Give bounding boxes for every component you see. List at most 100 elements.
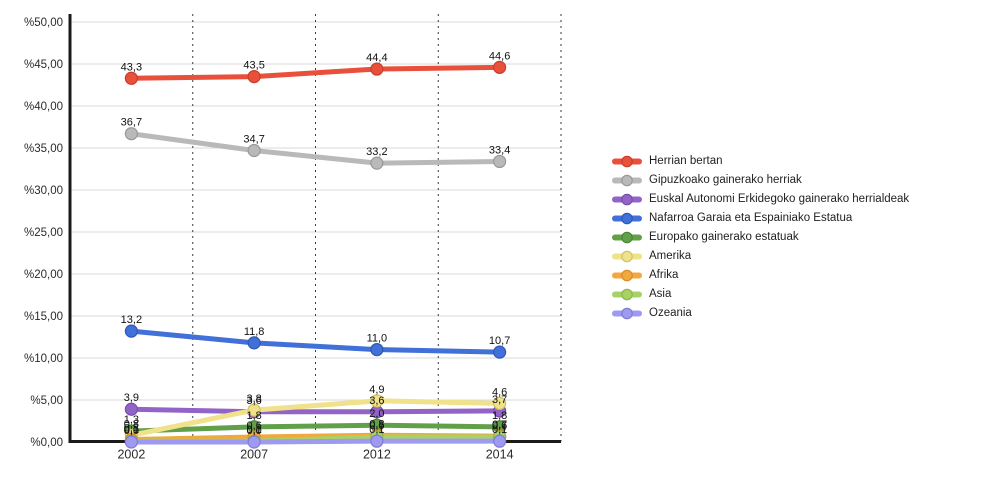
series-point-0 [370, 62, 384, 76]
value-label-4: 1,8 [246, 410, 261, 422]
legend-marker-icon [612, 307, 642, 319]
y-axis-tick-label: %5,00 [30, 395, 63, 407]
value-label-2: 3,7 [492, 394, 507, 406]
value-label-8: 0,1 [369, 424, 384, 436]
series-line-2 [128, 406, 503, 415]
series-point-0 [493, 60, 507, 74]
legend-label: Ozeania [649, 307, 692, 319]
legend-item-1[interactable]: Gipuzkoako gainerako herriak [612, 171, 909, 189]
legend-label: Asia [649, 288, 672, 300]
x-axis-tick-label: 2012 [363, 448, 391, 462]
legend-marker-icon [612, 212, 642, 224]
y-axis-tick-label: %25,00 [24, 227, 63, 239]
series-point-8 [493, 434, 507, 448]
value-label-4: 1,3 [124, 414, 139, 426]
legend-marker-icon [612, 250, 642, 262]
value-label-1: 33,4 [489, 144, 510, 156]
value-label-3: 10,7 [489, 335, 510, 347]
series-point-5 [370, 394, 384, 408]
series-line-1 [128, 131, 503, 166]
y-axis-tick-label: %30,00 [24, 185, 63, 197]
value-label-3: 11,8 [244, 326, 265, 338]
value-label-6: 0,8 [369, 418, 384, 430]
legend-label: Amerika [649, 250, 692, 262]
x-axis-tick-label: 2007 [240, 448, 268, 462]
series-point-1 [370, 156, 384, 170]
value-label-7: 0,1 [246, 424, 261, 436]
series-point-2 [124, 402, 138, 416]
value-label-0: 43,5 [243, 60, 264, 72]
y-axis-tick-label: %35,00 [24, 143, 63, 155]
y-axis-tick-label: %45,00 [24, 59, 63, 71]
x-axis-tick-label: 2002 [117, 448, 145, 462]
legend-item-3[interactable]: Nafarroa Garaia eta Espainiako Estatua [612, 209, 909, 227]
legend-marker-icon [612, 155, 642, 167]
value-label-6: 0,6 [246, 420, 261, 432]
legend-label: Euskal Autonomi Erkidegoko gainerako her… [649, 193, 910, 205]
value-label-1: 34,7 [243, 134, 264, 146]
series-line-4 [128, 422, 503, 434]
value-label-2: 3,6 [246, 395, 261, 407]
value-label-7: 0,6 [492, 420, 507, 432]
series-point-1 [124, 127, 138, 141]
series-point-8 [247, 435, 261, 449]
series-point-1 [493, 154, 507, 169]
legend-item-4[interactable]: Europako gainerako estatuak [612, 228, 909, 246]
value-label-0: 43,3 [121, 61, 142, 73]
value-label-3: 13,2 [121, 314, 142, 326]
value-label-4: 1,8 [492, 410, 507, 422]
series-line-0 [128, 64, 503, 81]
legend-item-7[interactable]: Asia [612, 285, 909, 303]
value-label-1: 33,2 [366, 146, 387, 158]
value-label-4: 2,0 [369, 408, 384, 420]
y-axis-tick-label: %10,00 [24, 353, 63, 365]
series-line-8 [128, 438, 503, 445]
legend-label: Nafarroa Garaia eta Espainiako Estatua [649, 212, 853, 224]
legend-item-8[interactable]: Ozeania [612, 304, 909, 322]
value-label-7: 0,1 [124, 424, 139, 436]
series-point-3 [493, 345, 507, 359]
series-point-5 [493, 396, 507, 410]
legend-marker-icon [612, 231, 642, 243]
legend-marker-icon [612, 269, 642, 281]
legend-label: Gipuzkoako gainerako herriak [649, 174, 802, 186]
value-label-7: 0,6 [369, 420, 384, 432]
value-label-5: 4,6 [492, 386, 507, 398]
value-label-8: 0,1 [492, 424, 507, 436]
value-label-5: 4,9 [369, 384, 384, 396]
legend-label: Afrika [649, 269, 679, 281]
legend-label: Europako gainerako estatuak [649, 231, 799, 243]
series-point-1 [247, 143, 261, 158]
series-point-8 [124, 435, 138, 449]
series-point-3 [124, 324, 138, 338]
value-label-2: 3,9 [124, 392, 139, 404]
series-point-8 [370, 434, 384, 448]
series-point-3 [247, 336, 261, 350]
series-line-5 [128, 398, 503, 438]
series-point-5 [247, 403, 261, 417]
legend: Herrian bertan Gipuzkoako gainerako herri… [612, 152, 909, 322]
value-label-8: 0,0 [124, 425, 139, 437]
legend-item-5[interactable]: Amerika [612, 247, 909, 265]
y-axis-tick-label: %15,00 [24, 311, 63, 323]
line-chart: %0,00 %5,00 %10,00 %15,00 %20,00 %25,00 %30,00… [24, 14, 562, 462]
legend-item-6[interactable]: Afrika [612, 266, 909, 284]
value-label-6: 0,3 [124, 422, 139, 434]
value-label-5: 0,8 [124, 418, 139, 430]
value-label-8: 0,0 [246, 425, 261, 437]
value-label-2: 3,6 [369, 395, 384, 407]
value-label-1: 36,7 [121, 117, 142, 129]
y-axis-tick-label: %40,00 [24, 101, 63, 113]
y-axis-tick-label: %20,00 [24, 269, 63, 281]
legend-marker-icon [612, 174, 642, 186]
series-line-3 [128, 328, 503, 355]
legend-marker-icon [612, 193, 642, 205]
y-axis-tick-label: %50,00 [24, 17, 63, 29]
x-axis-tick-label: 2014 [486, 448, 514, 462]
value-label-0: 44,4 [366, 52, 387, 64]
series-point-0 [247, 69, 261, 84]
legend-marker-icon [612, 288, 642, 300]
value-label-0: 44,6 [489, 50, 510, 62]
legend-item-0[interactable]: Herrian bertan [612, 152, 909, 170]
legend-item-2[interactable]: Euskal Autonomi Erkidegoko gainerako her… [612, 190, 909, 208]
